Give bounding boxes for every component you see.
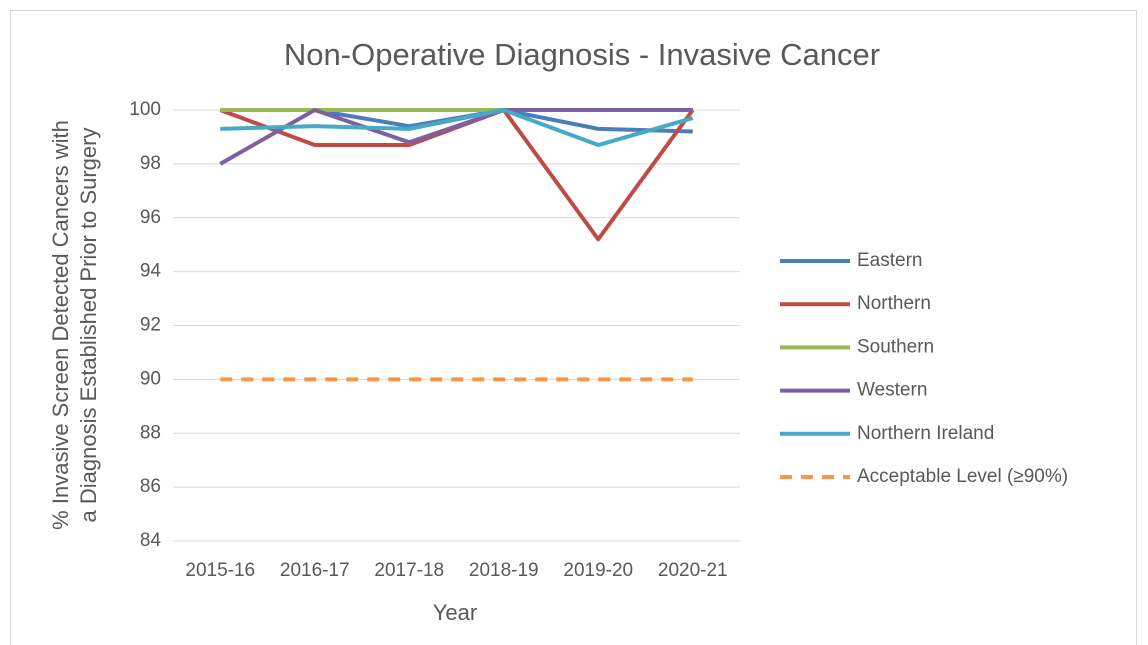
legend-label: Acceptable Level (≥90%) (857, 466, 1068, 487)
x-axis-label: Year (433, 600, 477, 625)
x-tick-label: 2020-21 (658, 560, 728, 581)
y-tick-label: 92 (140, 315, 161, 336)
y-tick-label: 100 (129, 99, 161, 120)
series-line (220, 108, 694, 148)
legend-label: Western (857, 380, 927, 401)
x-tick-label: 2016-17 (280, 560, 350, 581)
legend-label: Northern (857, 293, 931, 314)
x-tick-label: 2015-16 (185, 560, 255, 581)
y-axis-label: a Diagnosis Established Prior to Surgery (76, 128, 101, 523)
legend-label: Southern (857, 336, 934, 357)
x-tick-label: 2017-18 (374, 560, 444, 581)
y-tick-label: 88 (140, 422, 161, 443)
y-tick-label: 94 (140, 261, 162, 282)
x-tick-label: 2019-20 (563, 560, 633, 581)
series-line (219, 108, 693, 166)
y-tick-label: 84 (140, 530, 162, 551)
chart-frame (10, 10, 1137, 645)
legend-label: Eastern (857, 250, 922, 271)
legend-label: Northern Ireland (857, 423, 994, 444)
y-tick-label: 96 (140, 207, 161, 228)
y-axis-label: % Invasive Screen Detected Cancers with (48, 120, 73, 530)
y-tick-label: 98 (140, 153, 161, 174)
y-tick-label: 90 (140, 368, 161, 389)
chart-title: Non-Operative Diagnosis - Invasive Cance… (284, 37, 880, 72)
x-tick-label: 2018-19 (469, 560, 539, 581)
y-tick-label: 86 (140, 476, 161, 497)
